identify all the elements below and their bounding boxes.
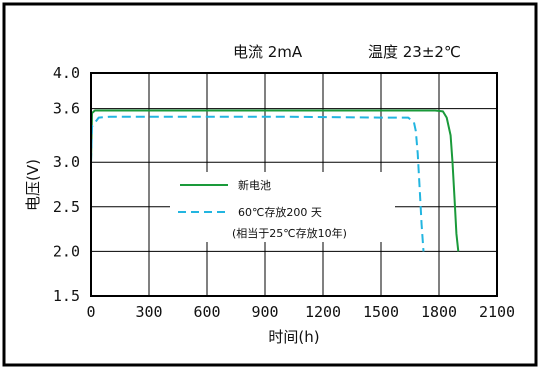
y-tick-label: 2.0: [53, 242, 80, 260]
y-axis-ticks: 4.0 3.6 3.0 2.5 2.0 1.5: [53, 64, 80, 305]
legend-label-new-battery: 新电池: [238, 178, 271, 192]
legend-box: [170, 172, 395, 242]
chart-title-temperature: 温度 23±2℃: [368, 43, 461, 61]
legend-label-stored-battery-equivalent: (相当于25℃存放10年): [232, 226, 347, 240]
x-axis-ticks: 0 300 600 900 1200 1500 1800 2100: [86, 303, 515, 321]
x-tick-label: 0: [86, 303, 95, 321]
series-line-new-battery: [90, 109, 460, 252]
y-axis-label: 电压(V): [24, 159, 42, 211]
chart-title-current: 电流 2mA: [233, 43, 303, 61]
x-tick-label: 300: [135, 303, 162, 321]
x-tick-label: 1500: [363, 303, 399, 321]
y-tick-label: 3.0: [53, 153, 80, 171]
legend: 新电池 60℃存放200 天 (相当于25℃存放10年): [170, 172, 395, 242]
series-lines: [90, 109, 460, 252]
y-tick-label: 4.0: [53, 64, 80, 82]
x-tick-label: 1800: [421, 303, 457, 321]
plot-area-border: [90, 72, 498, 297]
series-line-stored-battery: [90, 115, 425, 252]
y-tick-label: 3.6: [53, 100, 80, 118]
x-tick-label: 600: [193, 303, 220, 321]
y-tick-label: 2.5: [53, 198, 80, 216]
legend-label-stored-battery: 60℃存放200 天: [238, 205, 322, 219]
x-tick-label: 2100: [479, 303, 515, 321]
x-tick-label: 900: [251, 303, 278, 321]
x-tick-label: 1200: [305, 303, 341, 321]
x-axis-label: 时间(h): [268, 328, 319, 346]
y-tick-label: 1.5: [53, 287, 80, 305]
